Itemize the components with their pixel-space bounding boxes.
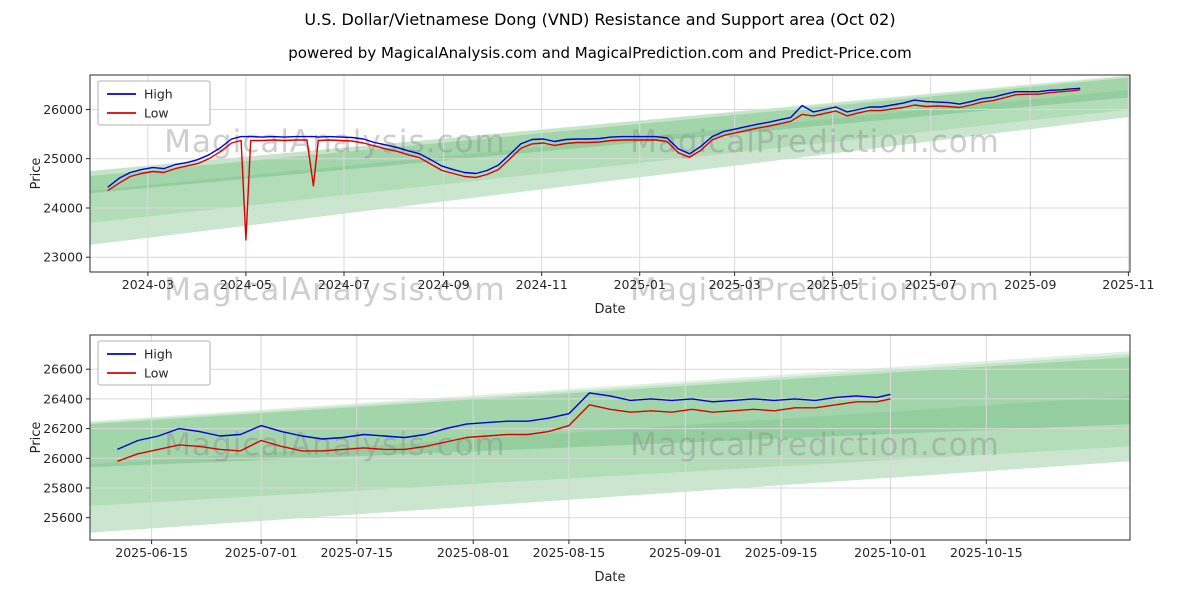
- watermark-text: MagicalAnalysis.com: [164, 124, 505, 160]
- y-tick-label: 26000: [43, 102, 83, 117]
- support-resistance-band: [90, 89, 1130, 245]
- support-resistance-band: [90, 75, 1130, 245]
- y-tick-label: 23000: [43, 250, 83, 265]
- x-tick-label: 2025-01: [614, 277, 666, 292]
- x-tick-label: 2025-10-15: [950, 545, 1023, 560]
- legend-label: Low: [144, 366, 169, 381]
- series-line-low: [107, 89, 1081, 241]
- support-resistance-band: [90, 395, 1130, 533]
- legend-label: High: [144, 87, 173, 102]
- top-chart-panel: MagicalAnalysis.com MagicalPrediction.com…: [29, 74, 1155, 317]
- support-resistance-band: [90, 354, 1130, 506]
- plot-border: [89, 74, 1131, 273]
- y-tick-label: 26000: [43, 451, 83, 466]
- y-axis-label: Price: [29, 158, 44, 190]
- x-tick-label: 2025-07-01: [225, 545, 298, 560]
- plot-border: [89, 334, 1131, 541]
- x-tick-label: 2024-09: [417, 277, 469, 292]
- x-tick-label: 2025-09-15: [745, 545, 818, 560]
- x-tick-label: 2024-03: [122, 277, 174, 292]
- series-line-low: [117, 398, 891, 462]
- bottom-chart-panel: MagicalAnalysis.com MagicalPrediction.com…: [29, 334, 1131, 585]
- legend-box: [97, 80, 211, 126]
- y-tick-label: 25800: [43, 481, 83, 496]
- y-tick-label: 24000: [43, 201, 83, 216]
- x-tick-label: 2025-08-15: [533, 545, 606, 560]
- watermark-text: MagicalAnalysis.com: [164, 272, 505, 308]
- x-tick-label: 2025-05: [806, 277, 858, 292]
- x-tick-label: 2025-07: [905, 277, 957, 292]
- figure-subtitle: powered by MagicalAnalysis.com and Magic…: [288, 44, 912, 62]
- figure-title: U.S. Dollar/Vietnamese Dong (VND) Resist…: [304, 10, 895, 29]
- x-tick-label: 2024-11: [516, 277, 568, 292]
- x-tick-label: 2024-07: [318, 277, 370, 292]
- watermark-text: MagicalPrediction.com: [630, 124, 1000, 160]
- legend-label: High: [144, 347, 173, 362]
- x-tick-label: 2025-06-15: [115, 545, 188, 560]
- x-tick-label: 2025-08-01: [437, 545, 510, 560]
- y-tick-label: 26200: [43, 421, 83, 436]
- x-axis-label: Date: [594, 302, 625, 317]
- y-tick-label: 26400: [43, 391, 83, 406]
- support-resistance-band: [90, 76, 1130, 223]
- support-resistance-band: [90, 357, 1130, 468]
- x-tick-label: 2025-09-01: [649, 545, 722, 560]
- x-tick-label: 2025-11: [1102, 277, 1154, 292]
- y-tick-label: 25000: [43, 151, 83, 166]
- x-tick-label: 2025-07-15: [320, 545, 393, 560]
- x-tick-label: 2025-09: [1004, 277, 1056, 292]
- x-axis-label: Date: [594, 570, 625, 585]
- x-tick-label: 2025-10-01: [854, 545, 927, 560]
- x-tick-label: 2024-05: [220, 277, 272, 292]
- legend-box: [97, 340, 211, 386]
- legend-label: Low: [144, 106, 169, 121]
- x-tick-label: 2025-03: [708, 277, 760, 292]
- y-tick-label: 25600: [43, 510, 83, 525]
- watermark-text: MagicalPrediction.com: [630, 272, 1000, 308]
- y-tick-label: 26600: [43, 362, 83, 377]
- watermark-text: MagicalAnalysis.com: [164, 427, 505, 463]
- watermark-text: MagicalPrediction.com: [630, 427, 1000, 463]
- series-line-high: [117, 392, 891, 451]
- y-axis-label: Price: [29, 422, 44, 454]
- series-line-high: [107, 87, 1081, 188]
